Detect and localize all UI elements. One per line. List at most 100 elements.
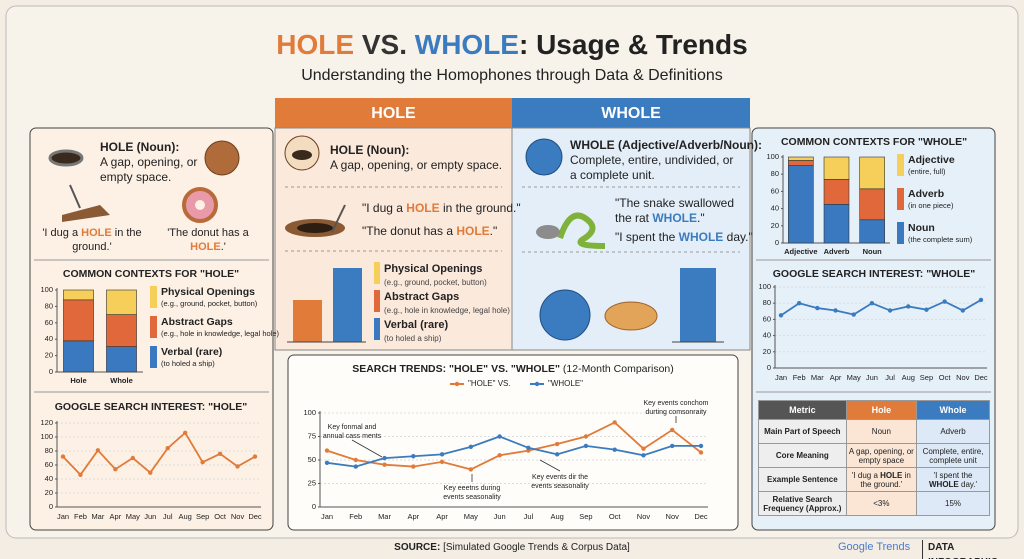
- definition: Complete, entire, undivided, or a comple…: [570, 153, 734, 182]
- illustration-bar: [293, 300, 322, 342]
- x-tick-label: Jun: [494, 512, 506, 521]
- example: "I dug a HOLE in the ground.": [362, 201, 521, 216]
- bar-segment: [859, 156, 885, 190]
- series-line: [780, 299, 982, 317]
- header-row: Metric Hole Whole: [758, 400, 990, 420]
- point: [612, 447, 617, 452]
- y-tick-label: 25: [308, 478, 316, 487]
- point: [411, 464, 416, 469]
- annotation-arrow: [351, 439, 383, 458]
- y-tick-label: 0: [767, 363, 771, 372]
- point: [60, 454, 66, 459]
- x-tick-label: Oct: [939, 373, 952, 382]
- point: [698, 450, 704, 455]
- point: [924, 307, 929, 312]
- title: HOLE VS. WHOLE: Usage & Trends: [0, 28, 1024, 62]
- point: [235, 464, 240, 469]
- x-tick-label: Dec: [974, 373, 988, 382]
- y-tick-label: 40: [771, 204, 779, 213]
- chart-title: COMMON CONTEXTS FOR "WHOLE": [781, 136, 967, 148]
- example-word: HOLE: [456, 224, 490, 238]
- example-text: 'I dug a: [42, 227, 82, 239]
- bar-segment: [823, 156, 850, 180]
- point: [612, 420, 617, 425]
- shovel-icon: [69, 184, 81, 209]
- y-tick-label: 40: [763, 331, 771, 340]
- bar-segment: [788, 156, 814, 161]
- x-tick-label: Jan: [775, 373, 787, 382]
- x-tick-label: Nov: [231, 512, 245, 521]
- bar-segment: [823, 179, 850, 205]
- bar-segment: [859, 188, 885, 221]
- chart: COMMON CONTEXTS FOR "HOLE" 0 20 40 60 80 100 Ho…: [40, 268, 279, 385]
- bar-segment: [63, 299, 94, 342]
- legend-note: (entire, full): [908, 167, 946, 176]
- legend-name: Noun: [908, 222, 935, 234]
- point: [554, 441, 560, 447]
- sphere-icon: [539, 289, 591, 341]
- example-word: HOLE: [406, 201, 440, 215]
- row: Core Meaning A gap, opening, or empty spa…: [758, 443, 990, 468]
- legend-name: Abstract Gaps: [161, 316, 233, 328]
- legend-name: Adjective: [908, 154, 955, 166]
- x-tick-label: Dec: [694, 512, 708, 521]
- bar-segment: [63, 289, 94, 301]
- x-tick-label: Mar: [378, 512, 391, 521]
- tag: DATA INFOGRAPHIC: [922, 540, 1024, 559]
- x-tick-label: May: [464, 512, 478, 521]
- chart-title: COMMON CONTEXTS FOR "HOLE": [63, 268, 239, 280]
- legend-note: (to holed a ship): [161, 359, 215, 368]
- x-tick-label: Jul: [163, 512, 173, 521]
- x-tick-label: Jan: [321, 512, 333, 521]
- point: [778, 313, 784, 318]
- hole-icon: [292, 150, 312, 160]
- point: [641, 446, 646, 451]
- y-tick-label: 20: [45, 351, 53, 360]
- legend-note: (the complete sum): [908, 235, 973, 244]
- x-tick-label: Oct: [609, 512, 622, 521]
- series-line: [326, 421, 702, 471]
- legend-swatch: [374, 290, 380, 312]
- legend-name: Adverb: [908, 188, 944, 200]
- y-tick-label: 100: [40, 432, 53, 441]
- annotation: Key events conchom: [644, 400, 709, 407]
- point: [670, 443, 675, 449]
- point: [526, 445, 531, 450]
- legend-note: (e.g., ground, pocket, button): [161, 299, 258, 308]
- cell: 15%: [916, 491, 990, 516]
- annotation: durting comsonraity: [645, 409, 707, 416]
- chart-title: GOOGLE SEARCH INTEREST: "HOLE": [55, 401, 248, 413]
- example-word: WHOLE: [652, 211, 698, 225]
- example-word: WHOLE: [678, 230, 724, 244]
- cell: Example Sentence: [758, 467, 847, 492]
- x-tick-label: Aug: [902, 373, 915, 382]
- legend-swatch: [374, 262, 380, 284]
- definition: A gap, opening, or empty space.: [100, 155, 198, 184]
- example: "The donut has a HOLE.": [362, 224, 497, 239]
- x-tick-label: Jul: [885, 373, 895, 382]
- header-cell: Metric: [758, 400, 847, 420]
- x-tick-label: Hole: [70, 376, 86, 385]
- point: [583, 443, 589, 449]
- x-tick-label: Nov: [956, 373, 970, 382]
- legend-note: (to holed a ship): [384, 334, 442, 343]
- y-tick-label: 80: [763, 298, 771, 307]
- legend-swatch: [897, 188, 904, 210]
- y-tick-label: 0: [312, 502, 316, 511]
- example-text: day.": [723, 230, 753, 244]
- point: [497, 453, 502, 458]
- cell-text: 'I dug a: [851, 470, 881, 480]
- x-tick-label: Sep: [579, 512, 592, 521]
- cell: Core Meaning: [758, 443, 847, 468]
- x-tick-label: Nov: [666, 512, 680, 521]
- row: Relative Search Frequency (Approx.) <3% 15…: [758, 491, 990, 516]
- legend-swatch: [897, 222, 904, 244]
- point: [554, 452, 560, 457]
- point: [324, 460, 330, 466]
- hole-icon: [48, 149, 84, 167]
- comparison-table: Metric Hole Whole Main Part of Speech Noun Ad…: [758, 400, 990, 516]
- cell-word: WHOLE: [928, 479, 959, 489]
- point: [353, 464, 358, 469]
- legend-note: (e.g., hole in knowledge, legal hole): [384, 306, 510, 315]
- point: [833, 308, 838, 313]
